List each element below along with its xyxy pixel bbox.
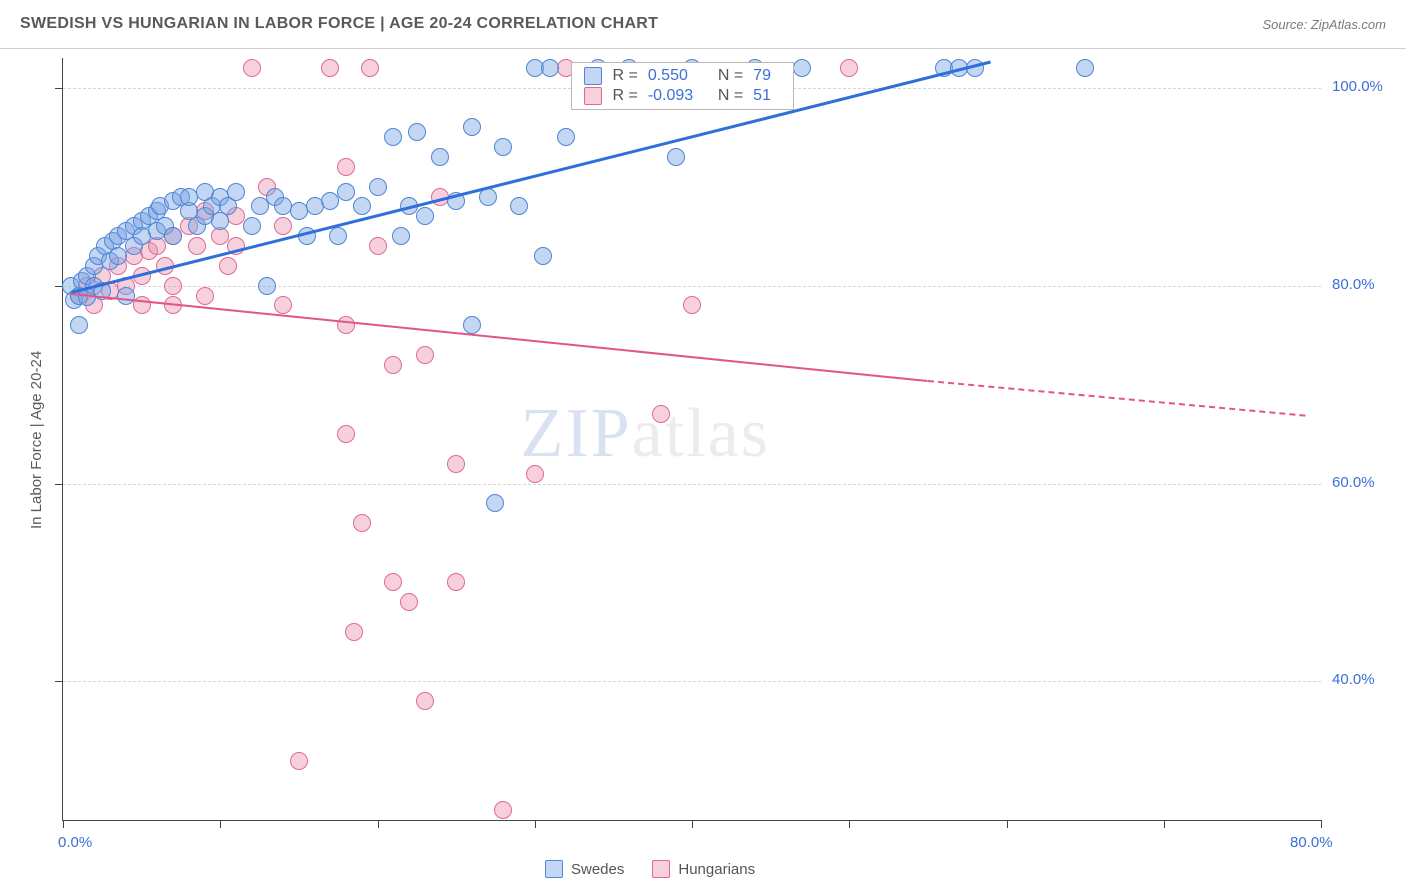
legend-item-swedes: Swedes — [545, 860, 624, 878]
marker-swedes — [117, 287, 135, 305]
y-tick-label: 40.0% — [1332, 671, 1375, 688]
marker-hungarians — [188, 237, 206, 255]
y-tick — [55, 681, 63, 682]
marker-hungarians — [840, 59, 858, 77]
x-tick — [535, 820, 536, 828]
y-tick — [55, 484, 63, 485]
gridline — [63, 681, 1321, 682]
marker-swedes — [392, 227, 410, 245]
chart-source: Source: ZipAtlas.com — [1262, 17, 1386, 32]
marker-swedes — [541, 59, 559, 77]
x-tick — [63, 820, 64, 828]
marker-hungarians — [369, 237, 387, 255]
marker-swedes — [384, 128, 402, 146]
marker-swedes — [510, 197, 528, 215]
marker-hungarians — [353, 514, 371, 532]
marker-hungarians — [384, 356, 402, 374]
y-tick — [55, 88, 63, 89]
marker-hungarians — [416, 692, 434, 710]
series-legend: Swedes Hungarians — [545, 860, 755, 878]
gridline — [63, 286, 1321, 287]
marker-swedes — [164, 227, 182, 245]
marker-swedes — [337, 183, 355, 201]
marker-swedes — [463, 316, 481, 334]
marker-hungarians — [345, 623, 363, 641]
marker-hungarians — [337, 316, 355, 334]
correlation-legend: R =0.550N =79R =-0.093N =51 — [571, 62, 794, 110]
marker-swedes — [557, 128, 575, 146]
marker-hungarians — [164, 277, 182, 295]
x-tick — [378, 820, 379, 828]
marker-swedes — [486, 494, 504, 512]
y-tick-label: 100.0% — [1332, 78, 1383, 95]
trendline-hungarians-dashed — [928, 380, 1306, 417]
x-label-left: 0.0% — [58, 834, 92, 851]
trendline-swedes — [70, 60, 991, 293]
legend-label-hungarians: Hungarians — [678, 861, 755, 878]
marker-swedes — [329, 227, 347, 245]
marker-hungarians — [219, 257, 237, 275]
marker-swedes — [369, 178, 387, 196]
marker-hungarians — [526, 465, 544, 483]
marker-hungarians — [384, 573, 402, 591]
legend-swatch — [584, 67, 602, 85]
chart-title: SWEDISH VS HUNGARIAN IN LABOR FORCE | AG… — [20, 15, 658, 33]
x-tick — [1007, 820, 1008, 828]
marker-hungarians — [337, 158, 355, 176]
marker-swedes — [416, 207, 434, 225]
marker-swedes — [1076, 59, 1094, 77]
x-tick — [849, 820, 850, 828]
marker-hungarians — [400, 593, 418, 611]
marker-swedes — [243, 217, 261, 235]
x-tick — [692, 820, 693, 828]
x-tick — [1164, 820, 1165, 828]
legend-swatch — [584, 87, 602, 105]
marker-swedes — [463, 118, 481, 136]
marker-swedes — [353, 197, 371, 215]
marker-hungarians — [243, 59, 261, 77]
gridline — [63, 484, 1321, 485]
marker-hungarians — [290, 752, 308, 770]
marker-swedes — [534, 247, 552, 265]
y-axis-title: In Labor Force | Age 20-24 — [28, 351, 45, 529]
marker-swedes — [227, 183, 245, 201]
marker-hungarians — [337, 425, 355, 443]
legend-item-hungarians: Hungarians — [652, 860, 755, 878]
marker-hungarians — [494, 801, 512, 819]
y-tick-label: 60.0% — [1332, 474, 1375, 491]
marker-hungarians — [416, 346, 434, 364]
marker-swedes — [70, 316, 88, 334]
legend-label-swedes: Swedes — [571, 861, 624, 878]
chart-header: SWEDISH VS HUNGARIAN IN LABOR FORCE | AG… — [0, 0, 1406, 49]
marker-hungarians — [274, 217, 292, 235]
x-label-right: 80.0% — [1290, 834, 1333, 851]
marker-hungarians — [196, 287, 214, 305]
y-tick-label: 80.0% — [1332, 276, 1375, 293]
marker-swedes — [109, 247, 127, 265]
marker-swedes — [667, 148, 685, 166]
marker-swedes — [408, 123, 426, 141]
x-tick — [1321, 820, 1322, 828]
trendline-hungarians — [71, 293, 928, 382]
marker-swedes — [494, 138, 512, 156]
marker-hungarians — [321, 59, 339, 77]
x-tick — [220, 820, 221, 828]
marker-hungarians — [683, 296, 701, 314]
legend-swatch-swedes — [545, 860, 563, 878]
marker-hungarians — [274, 296, 292, 314]
marker-swedes — [793, 59, 811, 77]
marker-hungarians — [361, 59, 379, 77]
marker-swedes — [431, 148, 449, 166]
marker-hungarians — [652, 405, 670, 423]
plot-area — [62, 58, 1321, 821]
legend-swatch-hungarians — [652, 860, 670, 878]
marker-hungarians — [447, 455, 465, 473]
marker-swedes — [258, 277, 276, 295]
marker-hungarians — [447, 573, 465, 591]
